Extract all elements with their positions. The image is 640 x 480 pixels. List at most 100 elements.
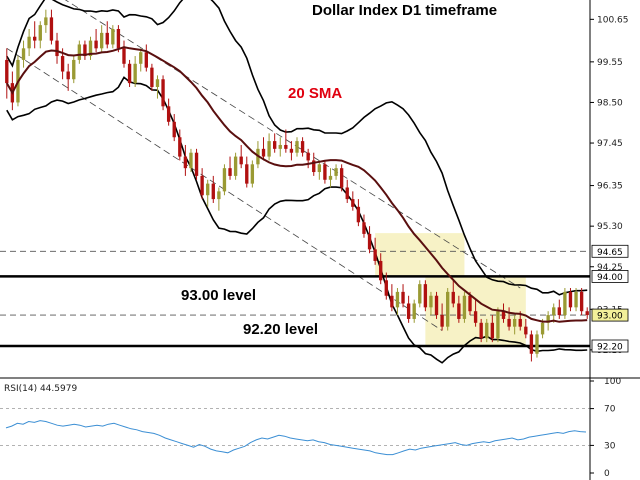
candle-body bbox=[139, 52, 143, 64]
candle bbox=[127, 59, 132, 87]
candle bbox=[440, 303, 444, 331]
candle bbox=[323, 160, 327, 184]
upper-band bbox=[6, 0, 588, 296]
chart-annotations: Dollar Index D1 timeframe 20 SMA 93.00 lev… bbox=[181, 2, 497, 338]
candle-body bbox=[490, 322, 495, 339]
candle bbox=[356, 199, 361, 227]
candle bbox=[88, 36, 93, 60]
candle-body bbox=[83, 44, 87, 57]
candle bbox=[485, 318, 489, 343]
candle bbox=[222, 164, 227, 196]
candle-body bbox=[585, 311, 589, 316]
price-tick-label: 100.65 bbox=[597, 15, 629, 25]
candle-body bbox=[183, 156, 188, 169]
candle bbox=[390, 284, 394, 312]
candle bbox=[317, 160, 321, 180]
candle-body bbox=[440, 315, 444, 327]
candle-body bbox=[200, 175, 204, 196]
candle-body bbox=[412, 303, 416, 319]
candle-body bbox=[88, 40, 93, 57]
candle-body bbox=[457, 303, 461, 319]
level-badge-box bbox=[591, 308, 629, 322]
candle-body bbox=[468, 295, 472, 312]
candle bbox=[278, 137, 282, 157]
candle-body bbox=[105, 32, 109, 45]
candle-body bbox=[379, 260, 383, 281]
candle bbox=[362, 214, 366, 238]
price-levels bbox=[0, 250, 590, 348]
candle-body bbox=[300, 141, 305, 153]
candle bbox=[250, 160, 255, 188]
candle bbox=[479, 318, 483, 343]
candle bbox=[451, 280, 455, 308]
candle-body bbox=[289, 148, 294, 153]
candle-body bbox=[261, 148, 266, 157]
candle-body bbox=[535, 334, 539, 354]
candle-body bbox=[222, 168, 227, 192]
candle-body bbox=[406, 303, 411, 319]
candle bbox=[105, 21, 109, 49]
candlesticks bbox=[5, 9, 589, 362]
candle-body bbox=[99, 32, 104, 49]
candle-body bbox=[574, 291, 578, 308]
candle bbox=[5, 48, 9, 99]
level-badge-label: 92.20 bbox=[597, 343, 623, 353]
candle-body bbox=[94, 40, 98, 49]
annotation-1: 20 SMA bbox=[288, 85, 342, 102]
candle bbox=[568, 288, 573, 312]
candle bbox=[139, 48, 143, 72]
candle bbox=[116, 25, 121, 53]
candle-body bbox=[390, 295, 394, 308]
candle bbox=[328, 168, 333, 188]
price-tick-label: 96.35 bbox=[597, 182, 623, 192]
candle-body bbox=[524, 326, 528, 335]
candle-body bbox=[323, 164, 327, 180]
candle-body bbox=[557, 307, 561, 316]
candle bbox=[233, 152, 238, 180]
candle bbox=[557, 299, 561, 319]
candle bbox=[306, 148, 310, 169]
candle bbox=[189, 148, 193, 173]
candle-body bbox=[568, 291, 573, 308]
candle-body bbox=[133, 63, 137, 84]
candle-body bbox=[194, 152, 199, 176]
candle-body bbox=[373, 249, 377, 261]
candle-body bbox=[122, 48, 126, 64]
candle bbox=[99, 25, 104, 53]
rsi-tick-label: 30 bbox=[604, 441, 616, 451]
level-badge-93.00: 93.00 bbox=[591, 308, 629, 322]
candle-body bbox=[172, 121, 176, 138]
candle-body bbox=[127, 63, 132, 84]
candle bbox=[529, 330, 534, 362]
candle bbox=[462, 291, 467, 323]
candle-body bbox=[5, 59, 9, 84]
candle-body bbox=[479, 322, 483, 339]
candle bbox=[496, 307, 500, 343]
candle bbox=[284, 129, 288, 153]
candle bbox=[261, 137, 266, 161]
candle-body bbox=[278, 144, 282, 149]
candle-body bbox=[395, 291, 400, 308]
candle-body bbox=[273, 141, 277, 149]
candle-body bbox=[401, 291, 405, 304]
candle-body bbox=[150, 67, 154, 87]
candle bbox=[83, 40, 87, 60]
rsi-tick-label: 0 bbox=[604, 469, 610, 479]
candle bbox=[334, 164, 338, 180]
candle bbox=[206, 179, 210, 207]
candle bbox=[55, 32, 59, 64]
candle-body bbox=[33, 36, 37, 41]
candle-body bbox=[55, 40, 59, 57]
level-badge-box bbox=[591, 339, 629, 353]
candle bbox=[94, 28, 98, 53]
level-badge-94.00: 94.00 bbox=[591, 270, 629, 283]
candle bbox=[574, 288, 578, 312]
candle bbox=[412, 299, 416, 323]
candle bbox=[183, 144, 188, 176]
rsi-tick-label: 100 bbox=[604, 377, 621, 387]
candle bbox=[579, 288, 584, 316]
candle bbox=[401, 284, 405, 308]
candle-body bbox=[295, 141, 299, 153]
